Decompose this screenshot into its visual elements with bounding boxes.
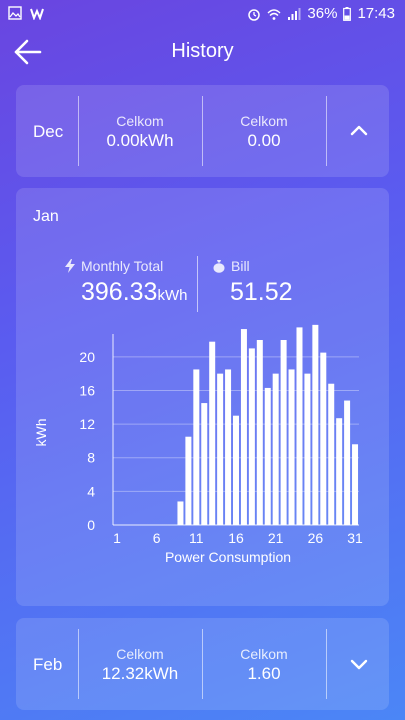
collapse-button[interactable] xyxy=(343,115,375,147)
bar-day-13 xyxy=(209,341,216,525)
y-tick-label: 20 xyxy=(79,349,95,365)
bar-day-22 xyxy=(280,340,287,525)
cost-stat: Celkom 1.60 xyxy=(204,646,324,684)
w-app-icon xyxy=(30,8,44,20)
bar-day-19 xyxy=(256,340,263,525)
bar-day-17 xyxy=(240,329,247,525)
page-title: History xyxy=(171,40,234,62)
divider xyxy=(202,629,203,699)
month-label: Dec xyxy=(33,122,64,141)
x-tick-label: 16 xyxy=(228,530,244,546)
gallery-icon xyxy=(8,6,22,20)
month-row-dec[interactable]: Dec Celkom 0.00kWh Celkom 0.00 xyxy=(16,85,389,177)
y-tick-label: 8 xyxy=(87,450,95,466)
cost-stat: Celkom 0.00 xyxy=(204,113,324,151)
divider xyxy=(202,96,203,166)
bar-day-11 xyxy=(193,369,200,525)
x-tick-label: 31 xyxy=(347,530,363,546)
bar-day-18 xyxy=(248,348,255,525)
x-tick-label: 1 xyxy=(113,530,121,546)
y-axis-label: kWh xyxy=(33,419,49,447)
bar-day-16 xyxy=(233,415,239,525)
expand-button[interactable] xyxy=(343,648,375,680)
stat-value: 0.00 xyxy=(247,131,281,150)
bar-day-25 xyxy=(304,373,311,525)
divider xyxy=(78,629,79,699)
bill: Bill 51.52 xyxy=(212,258,293,307)
month-label: Feb xyxy=(33,655,63,674)
x-tick-label: 6 xyxy=(153,530,161,546)
bill-label: Bill xyxy=(231,258,250,274)
app-bar: History xyxy=(0,28,405,76)
bar-day-27 xyxy=(320,352,327,525)
monthly-total-unit: kWh xyxy=(157,287,188,304)
stat-label: Celkom xyxy=(240,646,288,662)
bar-day-10 xyxy=(185,436,192,525)
back-button[interactable] xyxy=(12,36,46,68)
monthly-total: Monthly Total 396.33kWh xyxy=(64,258,187,307)
battery-percent: 36% xyxy=(307,5,338,22)
stat-label: Celkom xyxy=(116,646,164,662)
bill-value: 51.52 xyxy=(230,278,293,306)
bar-day-30 xyxy=(344,400,351,525)
x-tick-label: 26 xyxy=(308,530,324,546)
bar-day-20 xyxy=(264,387,271,525)
monthly-total-label: Monthly Total xyxy=(81,258,164,274)
bar-day-26 xyxy=(312,324,319,525)
money-bag-icon xyxy=(213,260,225,273)
stat-value: 1.60 xyxy=(247,664,281,683)
bar-day-9 xyxy=(177,501,184,525)
divider xyxy=(78,96,79,166)
bar-day-14 xyxy=(217,373,224,525)
status-bar: 36% 17:43 xyxy=(0,0,405,28)
arrow-left-icon xyxy=(14,39,42,65)
bar-day-24 xyxy=(296,327,303,525)
bar-day-28 xyxy=(328,383,335,525)
month-label: Jan xyxy=(33,208,59,225)
chevron-up-icon xyxy=(350,125,368,136)
bar-day-29 xyxy=(336,418,343,525)
energy-stat: Celkom 0.00kWh xyxy=(80,113,200,151)
chevron-down-icon xyxy=(350,659,368,670)
stat-value: 12.32kWh xyxy=(101,664,179,683)
wifi-icon xyxy=(267,8,281,20)
y-tick-label: 12 xyxy=(79,416,95,432)
month-row-feb[interactable]: Feb Celkom 12.32kWh Celkom 1.60 xyxy=(16,618,389,710)
stat-value: 0.00kWh xyxy=(106,131,174,150)
monthly-total-value: 396.33 xyxy=(81,278,158,306)
stat-label: Celkom xyxy=(240,113,288,129)
energy-stat: Celkom 12.32kWh xyxy=(80,646,200,684)
battery-icon xyxy=(343,6,352,21)
bar-day-12 xyxy=(201,403,208,525)
bar-day-21 xyxy=(272,373,279,525)
divider xyxy=(197,256,198,312)
stat-label: Celkom xyxy=(116,113,164,129)
divider xyxy=(326,629,327,699)
y-tick-label: 4 xyxy=(87,483,95,499)
month-card-jan: Jan Monthly Total 396.33kWh Bill 51.52 0… xyxy=(16,188,389,606)
y-tick-label: 0 xyxy=(87,517,95,533)
x-tick-label: 21 xyxy=(268,530,284,546)
y-tick-label: 16 xyxy=(79,382,95,398)
x-axis-label: Power Consumption xyxy=(165,549,291,565)
x-tick-label: 11 xyxy=(189,530,204,546)
bar-day-31 xyxy=(352,444,359,525)
bar-day-15 xyxy=(225,369,232,525)
alarm-icon xyxy=(248,8,261,21)
signal-icon xyxy=(288,7,301,20)
divider xyxy=(326,96,327,166)
clock: 17:43 xyxy=(357,5,395,22)
lightning-icon xyxy=(65,259,75,273)
bar-day-23 xyxy=(288,369,295,525)
